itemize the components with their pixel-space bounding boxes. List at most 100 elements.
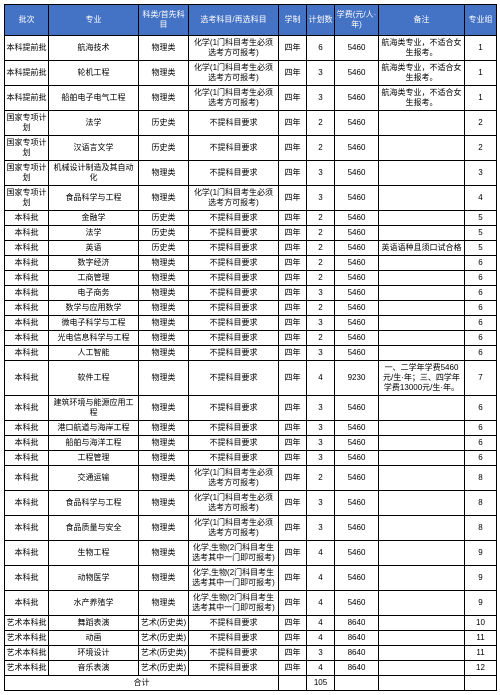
table-cell: 6 <box>465 436 497 451</box>
table-cell: 不提科目要求 <box>189 226 279 241</box>
table-cell: 四年 <box>279 491 307 516</box>
table-cell: 不提科目要求 <box>189 136 279 161</box>
table-cell <box>379 436 465 451</box>
table-cell: 物理类 <box>139 36 189 61</box>
table-row: 本科批工程管理物理类不提科目要求四年354606 <box>5 451 497 466</box>
table-cell: 航海技术 <box>49 36 139 61</box>
table-row: 本科批水产养殖学物理类化学,生物(2门科目考生选考其中一门即可报考)四年4546… <box>5 591 497 616</box>
table-cell: 3 <box>307 516 335 541</box>
table-cell: 4 <box>465 186 497 211</box>
table-cell: 4 <box>307 541 335 566</box>
table-row: 本科批交通运输物理类化学(1门科目考生必须选考方可报考)四年254608 <box>5 466 497 491</box>
table-cell: 5460 <box>335 436 379 451</box>
table-cell: 2 <box>307 111 335 136</box>
table-cell: 3 <box>465 161 497 186</box>
table-cell: 交通运输 <box>49 466 139 491</box>
table-cell: 5460 <box>335 346 379 361</box>
table-cell: 不提科目要求 <box>189 211 279 226</box>
table-cell <box>379 211 465 226</box>
table-row: 艺术本科批环境设计艺术(历史类)不提科目要求四年3864011 <box>5 646 497 661</box>
table-cell: 本科批 <box>5 286 49 301</box>
table-cell: 四年 <box>279 646 307 661</box>
table-row: 本科提前批轮机工程物理类化学(1门科目考生必须选考方可报考)四年35460航海类… <box>5 61 497 86</box>
table-cell: 建筑环境与能源应用工程 <box>49 396 139 421</box>
table-cell <box>379 256 465 271</box>
table-cell: 不提科目要求 <box>189 111 279 136</box>
col-header-1: 专业 <box>49 5 139 36</box>
total-blank <box>465 676 497 691</box>
table-row: 本科批光电信息科学与工程物理类不提科目要求四年254606 <box>5 331 497 346</box>
table-cell: 本科批 <box>5 466 49 491</box>
table-cell: 5460 <box>335 516 379 541</box>
table-cell: 一、二学年学费5460元/生·年；三、四学年学费13000元/生·年。 <box>379 361 465 396</box>
table-cell: 9 <box>465 591 497 616</box>
table-cell: 5460 <box>335 301 379 316</box>
table-cell <box>379 466 465 491</box>
table-cell: 5460 <box>335 591 379 616</box>
table-cell: 电子商务 <box>49 286 139 301</box>
table-cell: 本科批 <box>5 256 49 271</box>
table-cell: 5460 <box>335 211 379 226</box>
table-row: 本科提前批航海技术物理类化学(1门科目考生必须选考方可报考)四年65460航海类… <box>5 36 497 61</box>
table-cell: 物理类 <box>139 256 189 271</box>
table-cell: 食品科学与工程 <box>49 186 139 211</box>
table-cell: 8 <box>465 491 497 516</box>
table-row: 艺术本科批动画艺术(历史类)不提科目要求四年4864011 <box>5 631 497 646</box>
table-cell: 物理类 <box>139 331 189 346</box>
table-cell: 物理类 <box>139 286 189 301</box>
table-cell: 法学 <box>49 226 139 241</box>
table-cell: 3 <box>307 161 335 186</box>
table-cell: 11 <box>465 631 497 646</box>
table-cell: 12 <box>465 661 497 676</box>
table-cell: 化学(1门科目考生必须选考方可报考) <box>189 186 279 211</box>
table-row: 本科批生物工程物理类化学,生物(2门科目考生选考其中一门即可报考)四年45460… <box>5 541 497 566</box>
table-cell: 四年 <box>279 361 307 396</box>
table-cell: 化学(1门科目考生必须选考方可报考) <box>189 466 279 491</box>
table-cell: 6 <box>465 316 497 331</box>
table-cell: 历史类 <box>139 211 189 226</box>
table-cell: 船舶电子电气工程 <box>49 86 139 111</box>
table-cell: 不提科目要求 <box>189 331 279 346</box>
table-cell: 8640 <box>335 661 379 676</box>
table-cell: 不提科目要求 <box>189 421 279 436</box>
table-cell: 四年 <box>279 136 307 161</box>
table-cell: 物理类 <box>139 361 189 396</box>
table-cell: 2 <box>465 111 497 136</box>
table-cell: 本科批 <box>5 421 49 436</box>
table-cell: 8640 <box>335 631 379 646</box>
table-cell: 数字经济 <box>49 256 139 271</box>
table-cell: 5 <box>465 226 497 241</box>
table-cell: 国家专项计划 <box>5 161 49 186</box>
table-cell: 艺术本科批 <box>5 646 49 661</box>
table-cell: 8640 <box>335 616 379 631</box>
table-cell: 2 <box>307 301 335 316</box>
total-blank <box>335 676 379 691</box>
table-cell: 化学(1门科目考生必须选考方可报考) <box>189 36 279 61</box>
table-cell: 本科批 <box>5 491 49 516</box>
table-header-row: 批次专业科类/首先科目选考科目/再选科目学制计划数学费(元/人·年)备注专业组 <box>5 5 497 36</box>
col-header-3: 选考科目/再选科目 <box>189 5 279 36</box>
total-blank <box>279 676 307 691</box>
table-cell: 历史类 <box>139 241 189 256</box>
table-cell: 7 <box>465 361 497 396</box>
table-cell: 四年 <box>279 616 307 631</box>
table-cell: 5460 <box>335 466 379 491</box>
table-cell: 5460 <box>335 186 379 211</box>
table-cell: 物理类 <box>139 186 189 211</box>
table-cell <box>379 331 465 346</box>
table-cell: 物理类 <box>139 346 189 361</box>
table-cell: 航海类专业，不适合女生报考。 <box>379 36 465 61</box>
table-cell: 3 <box>307 396 335 421</box>
table-cell: 2 <box>307 211 335 226</box>
table-cell: 不提科目要求 <box>189 271 279 286</box>
table-row: 本科批数字经济物理类不提科目要求四年254606 <box>5 256 497 271</box>
table-cell: 工程管理 <box>49 451 139 466</box>
table-cell: 物理类 <box>139 591 189 616</box>
table-cell: 英语 <box>49 241 139 256</box>
col-header-5: 计划数 <box>307 5 335 36</box>
table-cell: 国家专项计划 <box>5 186 49 211</box>
table-cell: 四年 <box>279 271 307 286</box>
table-cell: 5 <box>465 211 497 226</box>
table-cell: 四年 <box>279 541 307 566</box>
table-row: 本科批工商管理物理类不提科目要求四年254606 <box>5 271 497 286</box>
